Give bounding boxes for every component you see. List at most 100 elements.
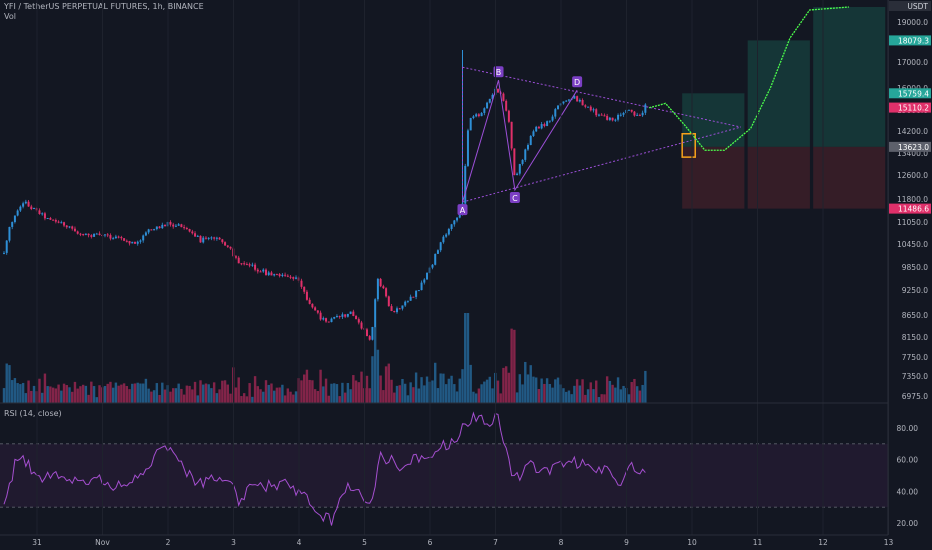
volume-bar — [174, 388, 178, 403]
volume-bar — [245, 396, 249, 403]
volume-bar — [147, 388, 150, 403]
volume-bar — [43, 373, 47, 403]
candle-body — [60, 222, 63, 224]
time-tick-label: 3 — [231, 538, 236, 547]
candle-body — [295, 277, 298, 279]
volume-bar — [343, 392, 347, 403]
volume-bar — [223, 380, 227, 403]
candle-body — [567, 99, 570, 101]
candle-body — [447, 228, 450, 235]
candle-body — [376, 278, 379, 300]
volume-bar — [532, 376, 535, 403]
candle-body — [505, 100, 508, 111]
candle-body — [305, 291, 308, 300]
volume-bar — [425, 376, 429, 403]
candle-body — [513, 148, 516, 176]
pattern-point-marker — [509, 192, 520, 203]
volume-bar — [586, 389, 590, 403]
candle-body — [123, 238, 126, 241]
candle-body — [300, 280, 303, 287]
candle-body — [477, 114, 480, 117]
candle-body — [213, 237, 216, 239]
candle-body — [412, 296, 415, 298]
candle-body — [439, 242, 442, 251]
price-tick-label: 14200.0 — [897, 127, 928, 136]
candle-body — [453, 220, 456, 225]
volume-bar — [98, 385, 101, 403]
candle-body — [237, 257, 240, 264]
volume-bar — [360, 371, 363, 403]
volume-bar — [382, 390, 385, 403]
candle-body — [5, 240, 8, 253]
candle-body — [357, 319, 360, 323]
candle-body — [537, 126, 540, 129]
candle-body — [164, 224, 167, 227]
volume-bar — [436, 388, 440, 403]
volume-bar — [341, 382, 344, 403]
volume-bar — [365, 375, 369, 403]
volume-bar — [193, 381, 197, 403]
price-tick-label: 9250.0 — [902, 286, 928, 295]
volume-bar — [373, 326, 377, 403]
candle-body — [8, 226, 11, 241]
candle-body — [464, 165, 467, 204]
volume-bar — [234, 387, 238, 403]
volume-bar — [469, 364, 472, 403]
time-tick-label: 9 — [624, 538, 629, 547]
price-tick-label: 8150.0 — [902, 333, 928, 342]
volume-bar — [319, 369, 322, 403]
candle-body — [103, 234, 106, 236]
volume-bar — [313, 389, 317, 403]
candle-body — [224, 242, 227, 246]
volume-bar — [196, 395, 199, 403]
pattern-point-marker — [572, 76, 583, 88]
candle-body — [54, 220, 57, 222]
candle-body — [483, 108, 486, 113]
volume-bar — [414, 372, 418, 403]
volume-bar — [472, 391, 475, 403]
volume-bar — [8, 365, 11, 403]
candle-body — [417, 290, 420, 292]
candle-body — [87, 233, 90, 236]
candle-body — [63, 222, 66, 226]
price-tick-label: 19000.0 — [897, 18, 928, 27]
candle-body — [622, 113, 625, 115]
candle-body — [229, 246, 232, 249]
candle-body — [289, 276, 292, 278]
volume-bar — [589, 382, 592, 403]
volume-bar — [62, 383, 66, 403]
volume-bar — [30, 390, 33, 403]
candle-body — [627, 109, 630, 111]
price-badge-label: 11486.6 — [898, 205, 929, 214]
candle-body — [415, 290, 418, 297]
candle-body — [120, 237, 123, 239]
volume-bar — [635, 386, 639, 403]
volume-bar — [79, 386, 82, 403]
candle-body — [248, 264, 251, 266]
volume-bar — [324, 378, 328, 403]
volume-bar — [453, 384, 456, 403]
candle-body — [16, 210, 19, 216]
volume-bar — [57, 384, 60, 403]
volume-bar — [349, 389, 352, 403]
volume-bar — [292, 394, 295, 403]
volume-bar — [182, 394, 186, 403]
volume-bar — [141, 383, 145, 403]
candle-body — [436, 250, 439, 254]
price-layer — [3, 50, 647, 341]
candle-body — [535, 126, 538, 132]
candle-body — [207, 237, 210, 239]
volume-bar — [406, 395, 410, 403]
volume-bar — [267, 384, 270, 403]
candle-body — [112, 238, 115, 240]
candle-body — [529, 135, 532, 146]
volume-bar — [19, 384, 22, 403]
volume-bar — [54, 388, 58, 403]
volume-bar — [562, 388, 565, 403]
volume-bar — [491, 388, 494, 403]
volume-bar — [275, 387, 279, 403]
candle-body — [507, 110, 510, 122]
volume-bar — [215, 393, 219, 403]
